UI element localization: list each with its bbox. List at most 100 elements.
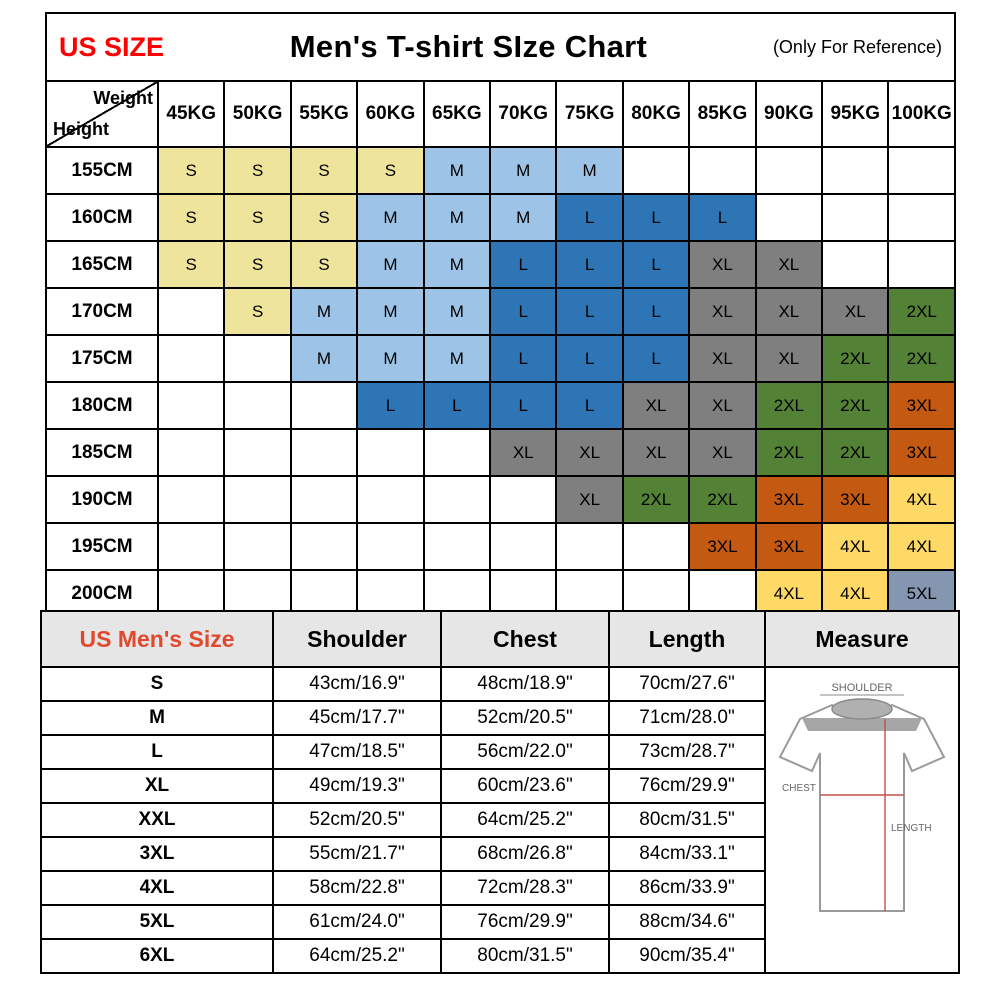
size-cell-empty <box>422 428 492 477</box>
size-cell-2xl: 2XL <box>688 475 757 524</box>
size-cell-2xl: 2XL <box>887 287 956 336</box>
size-cell-empty <box>223 334 292 383</box>
size-cell-2xl: 2XL <box>754 428 824 477</box>
shoulder-shading <box>802 718 922 731</box>
chest-value: 64cm/25.2" <box>440 802 610 838</box>
size-cell-l: L <box>621 334 691 383</box>
size-cell-empty <box>156 522 226 571</box>
size-cell-m: M <box>289 287 359 336</box>
size-cell-empty <box>688 569 757 618</box>
size-cell-empty <box>289 475 359 524</box>
size-cell-s: S <box>223 146 292 195</box>
size-cell-m: M <box>555 146 624 195</box>
size-cell-empty <box>223 428 292 477</box>
size-cell-s: S <box>156 146 226 195</box>
size-cell-empty <box>223 475 292 524</box>
size-cell-xl: XL <box>621 428 691 477</box>
size-cell-empty <box>356 428 425 477</box>
size-cell-m: M <box>422 334 492 383</box>
tshirt-outline <box>778 703 946 912</box>
size-cell-m: M <box>422 193 492 242</box>
size-cell-s: S <box>223 240 292 289</box>
size-grid-row: 165CM S S S M M L L L XL XL <box>45 240 956 289</box>
weight-header: 45KG <box>156 80 226 148</box>
shoulder-value: 52cm/20.5" <box>272 802 442 838</box>
size-cell-xl: XL <box>688 287 757 336</box>
us-size-value: 3XL <box>40 836 274 872</box>
measure-row: 4XL 58cm/22.8" 72cm/28.3" 86cm/33.9" <box>40 870 959 906</box>
size-cell-m: M <box>356 193 425 242</box>
size-cell-4xl: 4XL <box>887 475 956 524</box>
height-header: 175CM <box>45 334 159 383</box>
length-value: 71cm/28.0" <box>608 700 766 736</box>
size-cell-m: M <box>422 146 492 195</box>
chest-value: 72cm/28.3" <box>440 870 610 906</box>
size-cell-empty <box>555 569 624 618</box>
measure-row: XXL 52cm/20.5" 64cm/25.2" 80cm/31.5" <box>40 802 959 838</box>
size-cell-2xl: 2XL <box>754 381 824 430</box>
measure-header-chest: Chest <box>440 610 610 668</box>
title-cell: US SIZE Men's T-shirt SIze Chart (Only F… <box>45 12 956 82</box>
size-cell-l: L <box>555 193 624 242</box>
size-grid-row: 180CM L L L L XL XL 2XL 2XL 3XL <box>45 381 956 430</box>
size-cell-l: L <box>422 381 492 430</box>
size-cell-empty <box>422 569 492 618</box>
size-cell-m: M <box>489 146 558 195</box>
size-grid-row: 190CM XL 2XL 2XL 3XL 3XL 4XL <box>45 475 956 524</box>
size-cell-4xl: 4XL <box>821 569 890 618</box>
weight-header: 55KG <box>289 80 359 148</box>
us-size-value: 5XL <box>40 904 274 940</box>
us-size-value: 4XL <box>40 870 274 906</box>
shoulder-label: SHOULDER <box>831 682 892 694</box>
us-size-value: S <box>40 666 274 702</box>
weight-header: 50KG <box>223 80 292 148</box>
size-cell-s: S <box>156 240 226 289</box>
size-cell-2xl: 2XL <box>621 475 691 524</box>
length-value: 73cm/28.7" <box>608 734 766 770</box>
measure-header-us-men-s-size: US Men's Size <box>40 610 274 668</box>
size-cell-l: L <box>621 287 691 336</box>
weight-header: 75KG <box>555 80 624 148</box>
us-size-value: M <box>40 700 274 736</box>
size-cell-empty <box>821 193 890 242</box>
weight-header: 65KG <box>422 80 492 148</box>
size-cell-empty <box>289 381 359 430</box>
size-cell-l: L <box>489 334 558 383</box>
size-cell-xl: XL <box>754 334 824 383</box>
collar <box>831 698 893 720</box>
size-cell-empty <box>156 569 226 618</box>
weight-header: 85KG <box>688 80 757 148</box>
size-cell-empty <box>156 428 226 477</box>
length-value: 84cm/33.1" <box>608 836 766 872</box>
us-size-value: XL <box>40 768 274 804</box>
size-cell-empty <box>887 240 956 289</box>
size-cell-3xl: 3XL <box>887 381 956 430</box>
size-cell-empty <box>887 146 956 195</box>
size-cell-empty <box>489 522 558 571</box>
size-cell-2xl: 2XL <box>821 381 890 430</box>
size-cell-s: S <box>289 240 359 289</box>
size-cell-empty <box>887 193 956 242</box>
size-cell-empty <box>688 146 757 195</box>
size-grid-row: 200CM 4XL 4XL 5XL <box>45 569 956 618</box>
size-grid-row: 195CM 3XL 3XL 4XL 4XL <box>45 522 956 571</box>
size-cell-empty <box>555 522 624 571</box>
size-cell-empty <box>156 334 226 383</box>
size-grid-row: 170CM S M M M L L L XL XL XL 2XL <box>45 287 956 336</box>
size-cell-l: L <box>555 287 624 336</box>
size-cell-m: M <box>356 240 425 289</box>
size-cell-4xl: 4XL <box>754 569 824 618</box>
size-cell-empty <box>621 146 691 195</box>
measure-row: 5XL 61cm/24.0" 76cm/29.9" 88cm/34.6" <box>40 904 959 940</box>
size-grid-row: 160CM S S S M M M L L L <box>45 193 956 242</box>
page-title: Men's T-shirt SIze Chart <box>289 29 648 64</box>
size-cell-empty <box>156 381 226 430</box>
size-cell-empty <box>821 240 890 289</box>
size-cell-l: L <box>688 193 757 242</box>
size-cell-m: M <box>356 334 425 383</box>
size-cell-empty <box>223 381 292 430</box>
weight-height-corner-cell: Weight Height <box>45 80 159 148</box>
chest-value: 80cm/31.5" <box>440 938 610 974</box>
size-cell-l: L <box>555 334 624 383</box>
height-header: 195CM <box>45 522 159 571</box>
